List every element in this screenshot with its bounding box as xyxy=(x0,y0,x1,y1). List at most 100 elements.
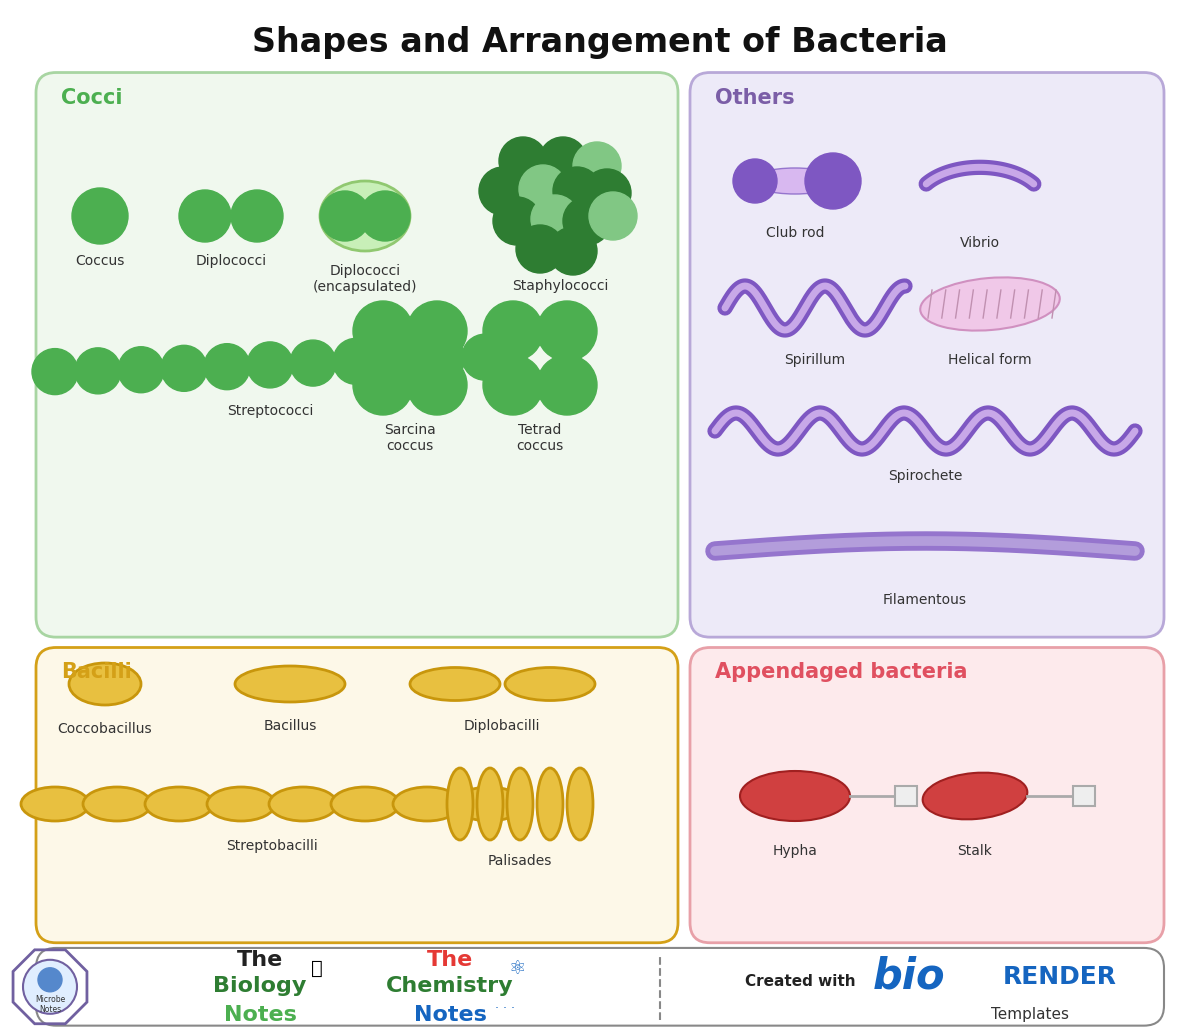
Ellipse shape xyxy=(235,666,346,702)
Circle shape xyxy=(23,959,77,1014)
Text: 🧬: 🧬 xyxy=(311,959,323,978)
FancyBboxPatch shape xyxy=(690,73,1164,637)
Text: Spirochete: Spirochete xyxy=(888,469,962,483)
Text: bio: bio xyxy=(872,956,946,998)
Ellipse shape xyxy=(920,278,1060,330)
Text: Biology: Biology xyxy=(214,976,307,996)
FancyBboxPatch shape xyxy=(36,648,678,943)
Bar xyxy=(895,786,917,806)
Ellipse shape xyxy=(923,773,1027,819)
Circle shape xyxy=(538,355,598,415)
Ellipse shape xyxy=(269,787,337,821)
Circle shape xyxy=(407,355,467,415)
Ellipse shape xyxy=(83,787,151,821)
Text: Chemistry: Chemistry xyxy=(386,976,514,996)
Ellipse shape xyxy=(392,787,461,821)
Circle shape xyxy=(499,137,547,185)
Circle shape xyxy=(290,340,336,386)
FancyBboxPatch shape xyxy=(36,948,1164,1026)
Text: Notes: Notes xyxy=(223,1005,296,1025)
Ellipse shape xyxy=(410,667,500,700)
Text: Streptobacilli: Streptobacilli xyxy=(226,839,318,853)
Text: Filamentous: Filamentous xyxy=(883,593,967,607)
Text: The: The xyxy=(427,950,473,970)
Text: Diplococci
(encapsulated): Diplococci (encapsulated) xyxy=(313,264,418,294)
Circle shape xyxy=(161,345,208,392)
Ellipse shape xyxy=(208,787,275,821)
Circle shape xyxy=(553,167,601,215)
Text: · · ·: · · · xyxy=(496,1002,515,1015)
Circle shape xyxy=(479,167,527,215)
Ellipse shape xyxy=(750,168,840,194)
Text: Shapes and Arrangement of Bacteria: Shapes and Arrangement of Bacteria xyxy=(252,26,948,59)
Circle shape xyxy=(353,301,413,361)
Text: The: The xyxy=(236,950,283,970)
Ellipse shape xyxy=(320,181,410,251)
Ellipse shape xyxy=(446,768,473,840)
Text: Sarcina
coccus: Sarcina coccus xyxy=(384,423,436,453)
Circle shape xyxy=(539,137,587,185)
Text: ⚛: ⚛ xyxy=(509,959,526,978)
Circle shape xyxy=(538,301,598,361)
Circle shape xyxy=(32,348,78,395)
Ellipse shape xyxy=(538,768,563,840)
Text: Coccus: Coccus xyxy=(76,254,125,268)
Circle shape xyxy=(563,197,611,244)
Circle shape xyxy=(230,190,283,242)
Circle shape xyxy=(320,191,370,241)
Circle shape xyxy=(360,191,410,241)
Ellipse shape xyxy=(506,768,533,840)
Circle shape xyxy=(484,355,544,415)
FancyBboxPatch shape xyxy=(36,73,678,637)
Text: Coccobacillus: Coccobacillus xyxy=(58,722,152,736)
Ellipse shape xyxy=(568,768,593,840)
Circle shape xyxy=(407,301,467,361)
Text: Stalk: Stalk xyxy=(958,844,992,858)
Circle shape xyxy=(353,355,413,415)
Text: Notes: Notes xyxy=(414,1005,486,1025)
Circle shape xyxy=(74,348,121,394)
Circle shape xyxy=(462,335,508,380)
Circle shape xyxy=(520,165,568,213)
Text: Staphylococci: Staphylococci xyxy=(512,279,608,293)
Ellipse shape xyxy=(455,787,523,821)
Ellipse shape xyxy=(331,787,400,821)
Ellipse shape xyxy=(22,787,89,821)
Ellipse shape xyxy=(145,787,214,821)
Bar xyxy=(1073,786,1096,806)
Circle shape xyxy=(589,192,637,240)
Text: Helical form: Helical form xyxy=(948,353,1032,367)
Text: Diplococci: Diplococci xyxy=(196,254,266,268)
Circle shape xyxy=(574,142,622,190)
Text: Hypha: Hypha xyxy=(773,844,817,858)
Text: Bacilli: Bacilli xyxy=(61,662,132,683)
Text: Club rod: Club rod xyxy=(766,226,824,240)
Ellipse shape xyxy=(70,663,142,706)
Circle shape xyxy=(247,342,293,387)
Text: Bacillus: Bacillus xyxy=(263,719,317,733)
Circle shape xyxy=(179,190,230,242)
Circle shape xyxy=(204,344,250,390)
Text: Palisades: Palisades xyxy=(488,854,552,868)
Text: Tetrad
coccus: Tetrad coccus xyxy=(516,423,564,453)
Text: Vibrio: Vibrio xyxy=(960,236,1000,250)
Ellipse shape xyxy=(476,768,503,840)
Text: RENDER: RENDER xyxy=(1003,965,1117,988)
Circle shape xyxy=(805,153,862,209)
Circle shape xyxy=(550,227,598,275)
Text: Microbe
Notes: Microbe Notes xyxy=(35,995,65,1014)
Text: Diplobacilli: Diplobacilli xyxy=(463,719,540,733)
Circle shape xyxy=(118,347,164,393)
Circle shape xyxy=(733,159,778,203)
Circle shape xyxy=(583,169,631,217)
Text: Appendaged bacteria: Appendaged bacteria xyxy=(715,662,967,683)
Circle shape xyxy=(484,301,544,361)
Ellipse shape xyxy=(740,771,850,821)
Text: Cocci: Cocci xyxy=(61,87,122,108)
Text: Others: Others xyxy=(715,87,794,108)
Circle shape xyxy=(530,195,580,243)
Circle shape xyxy=(332,339,379,384)
Text: Created with: Created with xyxy=(745,974,856,989)
Circle shape xyxy=(72,188,128,244)
Text: Streptococci: Streptococci xyxy=(227,404,313,418)
